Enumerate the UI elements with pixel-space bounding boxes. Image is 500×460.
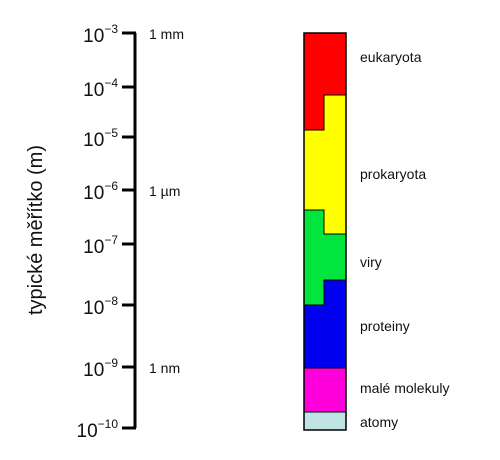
region-viry: [304, 210, 346, 305]
tick-label: 10−5: [83, 126, 118, 151]
marker-label-1mm: 1 mm: [149, 26, 184, 42]
tick-group-6: 10−8: [83, 294, 136, 319]
divider-line: [304, 209, 346, 235]
tick-group-8: 10−10: [77, 417, 136, 442]
tick-label: 10−9: [83, 356, 118, 381]
size-column: [303, 32, 347, 431]
category-label-atomy: atomy: [360, 414, 398, 430]
region-proteiny: [304, 280, 346, 368]
tick-label: 10−7: [83, 233, 118, 258]
category-label-eukaryota: eukaryota: [360, 49, 422, 65]
category-label-proteiny: proteiny: [360, 318, 410, 334]
category-label-viry: viry: [360, 254, 382, 270]
tick-label: 10−8: [83, 294, 118, 319]
marker-label-1um: 1 µm: [149, 183, 180, 199]
tick-label: 10−4: [83, 76, 118, 101]
divider-line: [304, 279, 346, 306]
divider-line: [304, 94, 346, 131]
region-prokaryota: [304, 95, 346, 234]
category-label-prokaryota: prokaryota: [360, 166, 426, 182]
tick-label: 10−3: [83, 22, 118, 47]
tick-label: 10−10: [77, 417, 119, 442]
tick-label: 10−6: [83, 179, 118, 204]
tick-group-3: 10−5: [83, 126, 136, 151]
tick-group-1: 10−3: [83, 22, 136, 47]
y-axis-label: typické měřítko (m): [25, 145, 47, 315]
tick-group-5: 10−7: [83, 233, 136, 258]
tick-group-2: 10−4: [83, 76, 136, 101]
marker-label-1nm: 1 nm: [149, 360, 180, 376]
region-male-molekuly: [304, 368, 346, 412]
column-outline: [303, 32, 347, 431]
category-label-male-molekuly: malé molekuly: [360, 380, 449, 396]
region-atomy: [304, 412, 346, 430]
tick-group-4: 10−6: [83, 179, 136, 204]
tick-group-7: 10−9: [83, 356, 136, 381]
